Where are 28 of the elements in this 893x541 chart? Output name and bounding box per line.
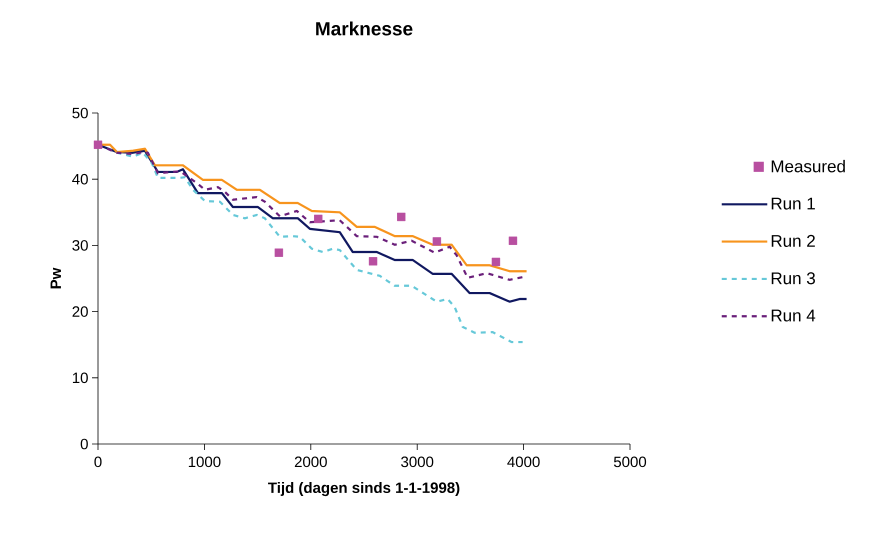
point	[314, 214, 322, 224]
point	[274, 248, 284, 257]
x-tick-label: 0	[94, 456, 102, 468]
x-tick-label: 5000	[614, 456, 646, 468]
x-axis-title: Tijd (dagen sinds 1-1-1998)	[268, 482, 460, 496]
y-tick-label: 20	[72, 306, 88, 317]
point	[368, 257, 378, 266]
y-tick-label: 40	[72, 174, 88, 185]
legend-label: Run 3	[772, 272, 815, 284]
point	[397, 212, 406, 222]
x-tick-label: 2000	[294, 456, 327, 468]
point	[94, 140, 102, 149]
chart-title: Marknesse	[316, 22, 412, 36]
point	[492, 258, 500, 266]
x-tick-label: 1000	[188, 456, 220, 468]
y-tick-label: 0	[80, 438, 88, 450]
y-axis-title: Pw	[50, 268, 61, 288]
legend-label: Run 1	[772, 198, 815, 210]
x-tick-label: 3000	[401, 456, 434, 468]
y-tick-label: 30	[72, 240, 88, 251]
legend-label: Run 2	[772, 234, 815, 247]
point	[508, 236, 518, 245]
legend-label: Run 4	[772, 310, 816, 322]
x-tick-label: 4000	[507, 456, 540, 468]
y-tick-label: 10	[72, 372, 88, 384]
legend-label: Measured	[772, 160, 845, 172]
y-tick-label: 50	[72, 108, 88, 118]
point	[432, 237, 442, 246]
